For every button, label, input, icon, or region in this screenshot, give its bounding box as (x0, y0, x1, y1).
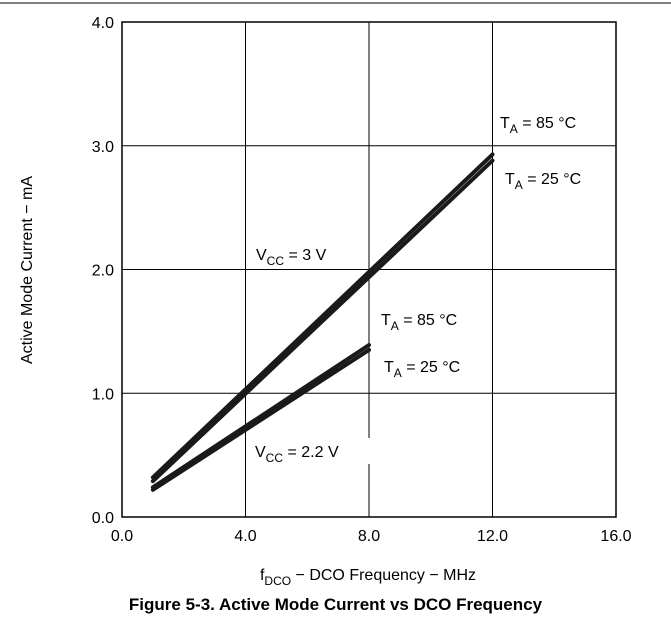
x-tick-labels: 0.0 4.0 8.0 12.0 16.0 (111, 528, 632, 545)
annotation-ta85-3v: TA = 85 °C (494, 110, 606, 136)
series-line-1 (150, 152, 495, 480)
y-tick-label: 3.0 (92, 139, 114, 156)
annotation-vcc-22v: VCC = 2.2 V (250, 438, 372, 465)
svg-text:VCC = 2.2 V: VCC = 2.2 V (255, 444, 339, 465)
annotation-ta25-22v: TA = 25 °C (378, 353, 490, 380)
svg-text:VCC = 3 V: VCC = 3 V (256, 247, 327, 268)
annotation-ta85-22v: TA = 85 °C (375, 306, 487, 333)
annotation-ta25-3v: TA = 25 °C (499, 166, 611, 192)
y-tick-label: 4.0 (92, 15, 114, 32)
svg-text:TA = 85 °C: TA = 85 °C (381, 312, 457, 333)
x-tick-label: 8.0 (358, 528, 380, 545)
series-line-2 (150, 158, 495, 484)
x-axis-label: fDCO − DCO Frequency − MHz (260, 567, 476, 588)
y-tick-label: 0.0 (92, 510, 114, 527)
y-axis-label: Active Mode Current − mA (19, 176, 36, 364)
y-tick-labels: 0.0 1.0 2.0 3.0 4.0 (92, 15, 114, 527)
annotation-vcc-3v: VCC = 3 V (250, 241, 354, 268)
plot-frame (121, 21, 617, 518)
x-tick-label: 16.0 (600, 528, 631, 545)
y-tick-label: 2.0 (92, 263, 114, 280)
series-group (150, 152, 495, 492)
svg-text:TA = 25 °C: TA = 25 °C (384, 359, 460, 380)
y-tick-label: 1.0 (92, 386, 114, 403)
svg-text:TA = 25 °C: TA = 25 °C (505, 171, 581, 192)
x-tick-label: 4.0 (234, 528, 256, 545)
series-line-4 (150, 347, 371, 492)
x-tick-label: 12.0 (477, 528, 508, 545)
figure-caption: Figure 5-3. Active Mode Current vs DCO F… (128, 595, 543, 614)
series-line-3 (150, 342, 371, 490)
x-tick-label: 0.0 (111, 528, 133, 545)
svg-text:TA = 85 °C: TA = 85 °C (500, 115, 576, 136)
